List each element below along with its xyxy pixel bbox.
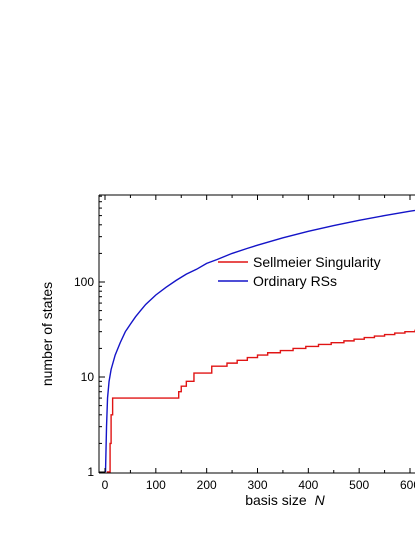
x-axis-title: basis size N [245, 492, 325, 508]
x-axis-title-symbol: N [315, 492, 326, 508]
x-axis-title-text: basis size [245, 492, 307, 508]
x-tick-label: 100 [146, 478, 166, 492]
legend-label-sellmeier: Sellmeier Singularity [253, 254, 381, 270]
x-tick-label: 600 [400, 478, 415, 492]
y-tick-label: 100 [74, 275, 94, 289]
x-tick-label: 300 [247, 478, 267, 492]
y-tick-label: 10 [81, 370, 95, 384]
series-line-ordinary [104, 209, 415, 473]
x-tick-label: 200 [197, 478, 217, 492]
y-axis-title: number of states [39, 282, 55, 386]
x-tick-label: 500 [349, 478, 369, 492]
x-tick-label: 400 [298, 478, 318, 492]
y-tick-label: 1 [87, 465, 94, 479]
x-tick-label: 0 [102, 478, 109, 492]
series-line-sellmeier [106, 329, 415, 473]
legend-label-ordinary: Ordinary RSs [253, 273, 337, 289]
